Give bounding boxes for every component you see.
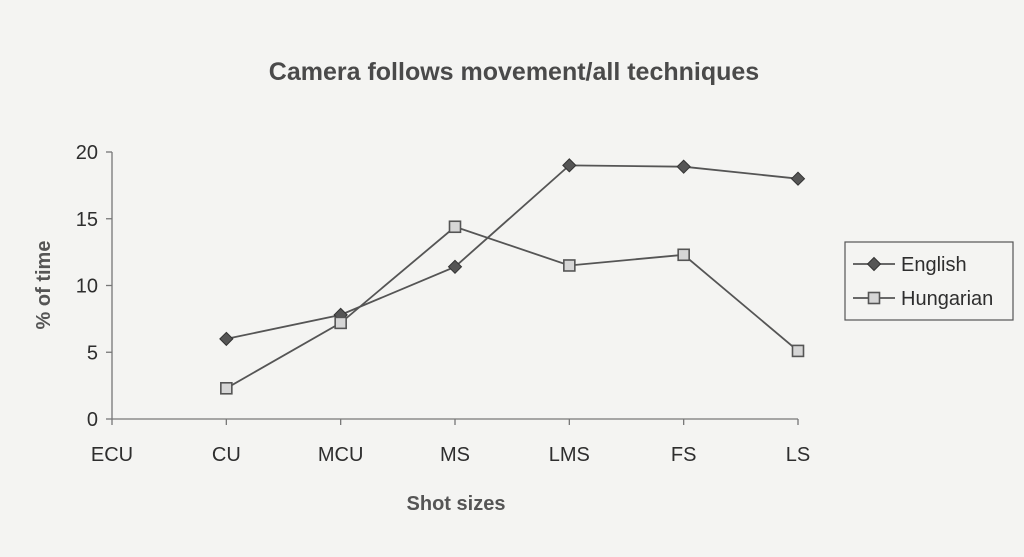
y-axis-label: % of time bbox=[33, 241, 55, 330]
x-tick-label: ECU bbox=[91, 444, 133, 466]
hungarian-data-point bbox=[220, 381, 233, 395]
english-legend-label: English bbox=[901, 254, 967, 276]
hungarian-legend-label: Hungarian bbox=[901, 288, 993, 310]
english-data-point bbox=[447, 259, 463, 275]
english-data-point bbox=[676, 159, 691, 174]
hungarian-data-point bbox=[791, 344, 805, 358]
y-tick-label: 15 bbox=[76, 209, 98, 231]
y-tick-label: 5 bbox=[87, 342, 98, 364]
english-series-line bbox=[226, 164, 799, 340]
hungarian-series-line bbox=[225, 225, 799, 390]
english-data-point bbox=[790, 171, 806, 186]
x-tick-label: LMS bbox=[549, 444, 590, 466]
hungarian-data-point bbox=[677, 248, 690, 262]
legend: English Hungarian bbox=[844, 241, 1014, 321]
x-tick-label: LS bbox=[786, 444, 810, 466]
y-tick-label: 0 bbox=[87, 409, 98, 431]
x-tick-label: FS bbox=[671, 444, 697, 466]
x-tick-label: MCU bbox=[318, 444, 364, 466]
x-tick-label: MS bbox=[440, 444, 470, 466]
hungarian-data-point bbox=[448, 220, 462, 234]
y-tick-label: 20 bbox=[76, 142, 98, 164]
legend-box bbox=[844, 241, 1014, 321]
x-tick-label: CU bbox=[212, 444, 241, 466]
hungarian-data-point bbox=[334, 316, 347, 330]
english-legend-marker bbox=[866, 256, 882, 272]
chart-title: Camera follows movement/all techniques bbox=[269, 58, 759, 86]
english-data-point bbox=[219, 331, 234, 347]
english-data-point bbox=[562, 158, 577, 173]
hungarian-data-point bbox=[563, 259, 576, 272]
x-axis-label: Shot sizes bbox=[407, 493, 506, 515]
plot-area: 0 5 10 15 20 ECU CU MCU MS LMS FS LS bbox=[76, 142, 810, 466]
y-tick-label: 10 bbox=[76, 276, 98, 298]
hungarian-legend-marker bbox=[867, 291, 881, 305]
